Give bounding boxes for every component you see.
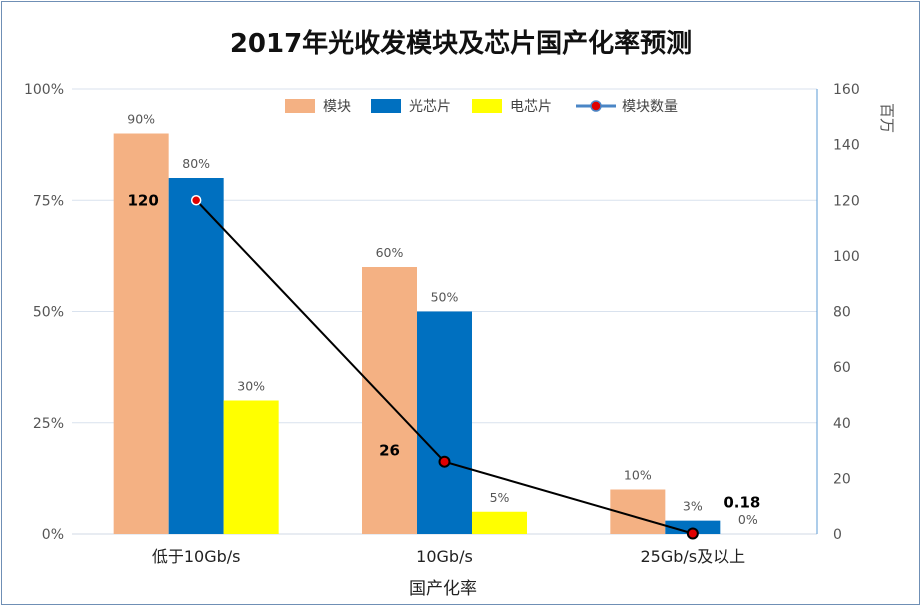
line-point — [686, 527, 699, 540]
bar — [362, 267, 417, 534]
y2-tick-label: 60 — [833, 360, 851, 376]
line-data-label: 0.18 — [723, 493, 760, 511]
legend-swatch — [472, 99, 502, 113]
bar-data-label: 10% — [624, 468, 652, 483]
bars — [113, 133, 721, 534]
x-axis-title: 国产化率 — [409, 579, 477, 599]
y-tick-label: 75% — [33, 193, 64, 209]
data-labels: 90% 80% 30% 60% 50% 5% 10% 3% 0% 120 26 0.18 — [127, 112, 760, 528]
y-tick-label: 0% — [42, 527, 64, 543]
line-point — [438, 455, 451, 468]
bar — [223, 400, 279, 534]
y-tick-label: 25% — [33, 416, 64, 432]
line-series — [190, 195, 699, 540]
legend-line-marker — [590, 100, 602, 112]
legend: 模块 光芯片 电芯片 模块数量 — [285, 99, 678, 115]
legend-label: 模块数量 — [622, 99, 678, 115]
bar-data-label: 5% — [490, 490, 510, 505]
legend-swatch — [285, 99, 315, 113]
legend-label: 模块 — [323, 99, 351, 115]
x-tick-label: 低于10Gb/s — [152, 547, 241, 566]
legend-label: 光芯片 — [409, 99, 451, 115]
bar — [168, 178, 224, 534]
bar-data-label: 80% — [182, 156, 210, 171]
line-data-label: 26 — [379, 442, 400, 460]
y2-axis-title: 百万 — [878, 103, 896, 133]
bar-data-label: 50% — [431, 290, 459, 305]
x-tick-label: 25Gb/s及以上 — [641, 547, 746, 566]
bar — [113, 133, 169, 534]
y2-tick-label: 160 — [833, 82, 860, 98]
y-tick-label: 50% — [33, 305, 64, 321]
bar-data-label: 30% — [237, 379, 265, 394]
bar-data-label: 0% — [738, 512, 758, 527]
y2-tick-label: 140 — [833, 138, 860, 154]
y2-tick-label: 0 — [833, 527, 842, 543]
bar — [417, 311, 472, 534]
bar-data-label: 3% — [683, 499, 703, 514]
bar — [665, 520, 721, 534]
y2-tick-label: 20 — [833, 471, 851, 487]
y2-tick-label: 40 — [833, 416, 851, 432]
y2-tick-label: 100 — [833, 249, 860, 265]
y2-tick-label: 80 — [833, 305, 851, 321]
x-tick-label: 10Gb/s — [416, 547, 473, 566]
bar-data-label: 90% — [127, 112, 155, 127]
y-tick-label: 100% — [24, 82, 64, 98]
chart-title: 2017年光收发模块及芯片国产化率预测 — [230, 28, 692, 59]
line-data-label: 120 — [128, 191, 159, 209]
bar — [472, 511, 527, 534]
legend-swatch — [371, 99, 401, 113]
y2-tick-label: 120 — [833, 193, 860, 209]
bar-data-label: 60% — [376, 245, 404, 260]
legend-label: 电芯片 — [510, 99, 552, 115]
line-point — [190, 195, 202, 206]
